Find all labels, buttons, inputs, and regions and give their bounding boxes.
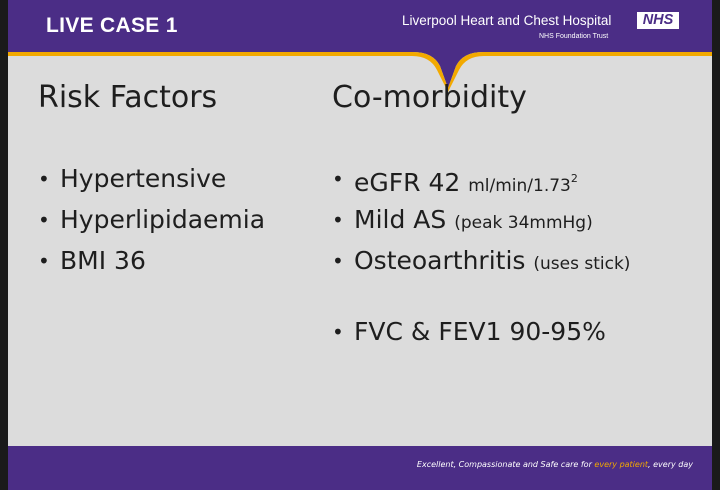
comorbidity-text: FVC & FEV1 90-95%	[354, 317, 606, 346]
comorbidity-text: Osteoarthritis	[354, 246, 526, 275]
bullet-icon: •	[38, 249, 50, 273]
list-item: • Hyperlipidaemia	[38, 201, 265, 242]
list-item: • Mild AS (peak 34mmHg)	[332, 201, 630, 242]
list-item: • FVC & FEV1 90-95%	[332, 313, 630, 354]
comorbidity-detail: (uses stick)	[533, 254, 631, 274]
comorbidity-detail: ml/min/1.73	[468, 176, 571, 196]
list-item: • BMI 36	[38, 242, 265, 283]
list-item: • Hypertensive	[38, 160, 265, 201]
superscript: 2	[570, 172, 578, 185]
slide-footer: Excellent, Compassionate and Safe care f…	[8, 446, 712, 490]
risk-factors-heading: Risk Factors	[38, 80, 218, 115]
list-item: • eGFR 42 ml/min/1.732	[332, 160, 630, 201]
nhs-logo: NHS	[637, 12, 679, 29]
bullet-icon: •	[38, 208, 50, 232]
bullet-icon: •	[332, 167, 344, 191]
risk-factor-text: BMI 36	[60, 246, 146, 275]
slide: LIVE CASE 1 Liverpool Heart and Chest Ho…	[8, 0, 712, 490]
risk-factors-list: • Hypertensive • Hyperlipidaemia • BMI 36	[38, 160, 265, 283]
list-item: • Osteoarthritis (uses stick)	[332, 242, 630, 283]
bullet-icon: •	[332, 249, 344, 273]
footer-tagline: Excellent, Compassionate and Safe care f…	[417, 460, 693, 469]
slide-header: LIVE CASE 1 Liverpool Heart and Chest Ho…	[8, 0, 712, 95]
tagline-highlight: every patient	[594, 460, 649, 469]
comorbidity-detail: (peak 34mmHg)	[454, 213, 593, 233]
comorbidity-heading: Co-morbidity	[332, 80, 527, 115]
tagline-start: Excellent, Compassionate and Safe care f…	[416, 460, 595, 469]
trust-name: NHS Foundation Trust	[539, 33, 609, 40]
bullet-icon: •	[332, 208, 344, 232]
risk-factor-text: Hyperlipidaemia	[60, 205, 266, 234]
comorbidity-text: eGFR 42	[354, 168, 461, 197]
bullet-icon: •	[38, 167, 50, 191]
risk-factor-text: Hypertensive	[60, 164, 227, 193]
header-banner-shape	[8, 0, 712, 92]
bullet-icon: •	[332, 320, 344, 344]
comorbidity-list: • eGFR 42 ml/min/1.732 • Mild AS (peak 34m…	[332, 160, 630, 354]
tagline-end: , every day	[648, 460, 693, 469]
hospital-name: Liverpool Heart and Chest Hospital	[402, 13, 612, 28]
comorbidity-text: Mild AS	[354, 205, 447, 234]
case-title: LIVE CASE 1	[46, 14, 178, 37]
